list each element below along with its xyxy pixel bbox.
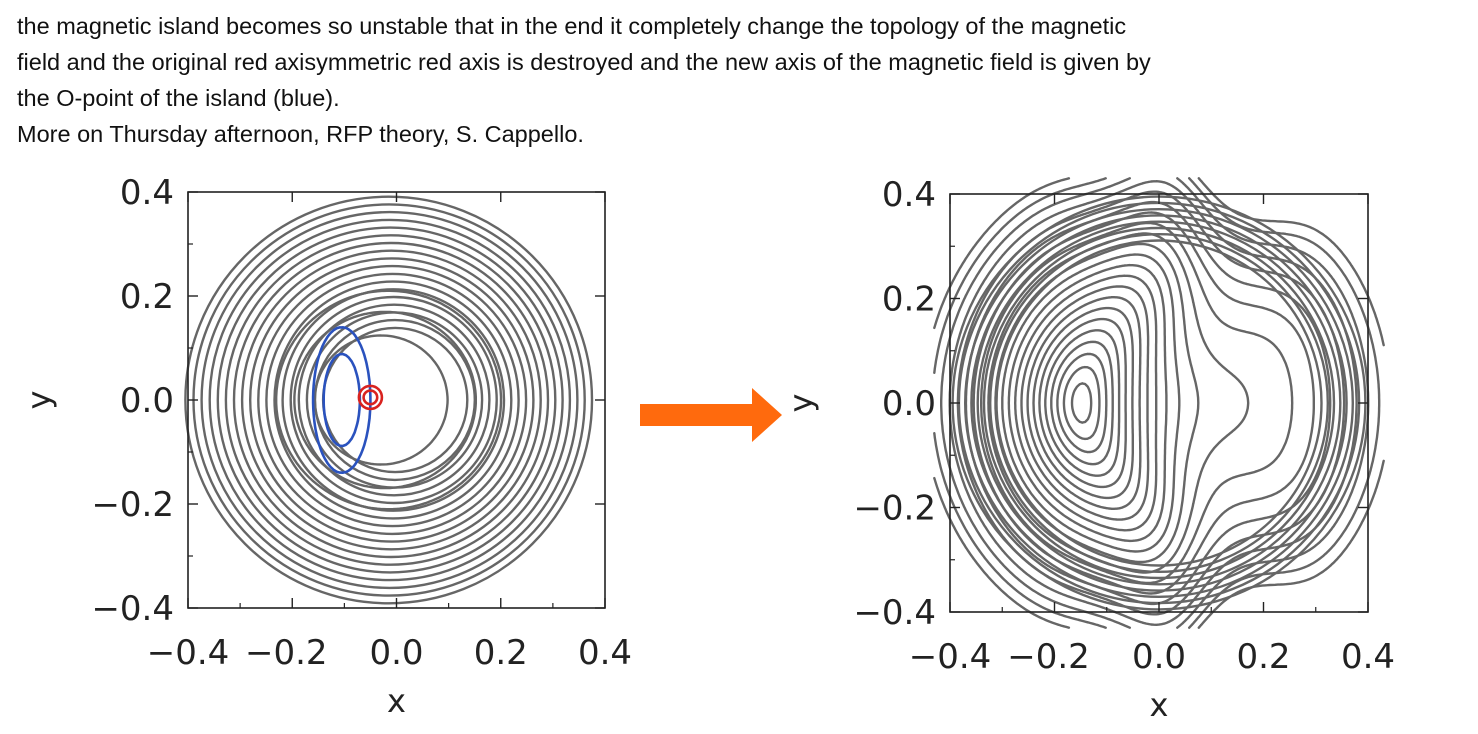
left-y-tick-label-1: 0.2 — [120, 277, 174, 317]
left-flux-surface-11 — [265, 272, 520, 528]
right-flux-surface-21 — [933, 177, 1381, 629]
right-y-tick-label-2: 0.0 — [882, 384, 936, 424]
right-flux-surface-4 — [1050, 340, 1114, 466]
right-outer-surface-7 — [988, 232, 1330, 574]
left-x-tick-label-0: −0.4 — [147, 633, 230, 673]
left-flux-surface-16 — [305, 311, 484, 489]
right-x-tick-label-2: 0.0 — [1132, 637, 1186, 677]
left-flux-surface-18 — [321, 326, 469, 474]
left-x-tick-label-2: 0.0 — [369, 633, 423, 673]
right-outer-surface-4 — [970, 214, 1348, 592]
left-flux-surface-15 — [297, 303, 491, 497]
left-flux-surface-4 — [208, 218, 572, 582]
right-flux-surface-10 — [1014, 274, 1158, 532]
left-flux-surface-8 — [240, 249, 542, 551]
left-y-tick-label-2: 0.0 — [120, 381, 174, 421]
left-flux-surface-5 — [216, 226, 564, 574]
right-flux-surface-2 — [1062, 365, 1101, 441]
right-x-tick-label-1: −0.2 — [1007, 637, 1090, 677]
left-plot-frame — [187, 191, 606, 609]
right-tick-labels: −0.4 −0.2 0.0 0.2 0.4 0.4 0.2 0.0 −0.2 −0.4 x y — [782, 175, 1395, 724]
left-inner-surface-1 — [313, 334, 449, 466]
left-island-contour-1 — [322, 352, 362, 448]
right-y-tick-label-4: −0.4 — [853, 593, 936, 633]
slide-text: the magnetic island becomes so unstable … — [17, 8, 1457, 152]
right-contour-plot: −0.4 −0.2 0.0 0.2 0.4 0.4 0.2 0.0 −0.2 −0.4 x y — [782, 175, 1395, 724]
text-line-1: the magnetic island becomes so unstable … — [17, 13, 1127, 39]
right-flux-surface-22 — [933, 177, 1385, 629]
left-flux-surface-6 — [224, 234, 557, 566]
left-contour-plot: −0.4 −0.2 0.0 0.2 0.4 0.4 0.2 0.0 −0.2 −0.4 x y — [20, 173, 632, 720]
right-outer-surface-3 — [963, 207, 1355, 599]
right-flux-surface-6 — [1038, 317, 1127, 489]
right-y-tick-label-3: −0.2 — [853, 489, 936, 529]
right-y-tick-label-0: 0.4 — [882, 175, 936, 215]
right-outer-surface-6 — [982, 226, 1336, 580]
left-flux-surface-17 — [313, 318, 477, 482]
text-line-4: More on Thursday afternoon, RFP theory, … — [17, 121, 584, 147]
left-y-tick-label-0: 0.4 — [120, 173, 174, 213]
right-outer-surface-8 — [995, 239, 1323, 567]
right-flux-surface-1 — [1070, 382, 1093, 424]
right-flux-surface-20 — [940, 177, 1370, 629]
text-line-2: field and the original red axisymmetric … — [17, 49, 1151, 75]
right-x-tick-label-3: 0.2 — [1236, 637, 1290, 677]
text-line-3: the O-point of the island (blue). — [17, 85, 340, 111]
left-x-tick-label-4: 0.4 — [578, 633, 632, 673]
left-inner-surface-3 — [275, 289, 503, 511]
left-contour-lines — [184, 195, 594, 605]
right-flux-surface-12 — [1001, 253, 1181, 553]
right-outer-surface-5 — [976, 220, 1342, 586]
left-inner-surface-2 — [293, 310, 477, 490]
left-y-tick-label-4: −0.4 — [91, 589, 174, 629]
left-flux-surface-14 — [289, 295, 498, 505]
right-flux-surface-5 — [1044, 329, 1121, 477]
left-x-tick-label-1: −0.2 — [245, 633, 328, 673]
right-flux-surface-3 — [1056, 352, 1108, 454]
right-arrow-icon — [640, 388, 782, 442]
left-flux-surface-13 — [281, 288, 506, 512]
left-flux-surface-9 — [248, 257, 535, 543]
right-x-axis-label: x — [1150, 686, 1169, 724]
left-flux-surface-1 — [184, 195, 594, 605]
right-x-tick-label-4: 0.4 — [1341, 637, 1395, 677]
left-x-tick-label-3: 0.2 — [474, 633, 528, 673]
right-contour-lines — [933, 177, 1385, 629]
right-flux-surface-8 — [1026, 296, 1142, 510]
left-red-axis-outer — [357, 384, 384, 411]
right-flux-surface-11 — [1007, 263, 1168, 543]
left-flux-surface-3 — [200, 210, 579, 590]
right-x-tick-label-0: −0.4 — [909, 637, 992, 677]
left-flux-surface-10 — [257, 264, 528, 536]
left-red-axis-inner — [362, 389, 379, 406]
right-y-axis-label: y — [782, 394, 820, 413]
left-x-axis-label: x — [387, 682, 406, 720]
left-y-tick-label-3: −0.2 — [91, 485, 174, 525]
left-flux-surface-7 — [232, 241, 550, 559]
right-flux-surface-9 — [1020, 285, 1150, 521]
right-flux-surface-7 — [1032, 306, 1134, 500]
right-y-tick-label-1: 0.2 — [882, 280, 936, 320]
left-tick-labels: −0.4 −0.2 0.0 0.2 0.4 0.4 0.2 0.0 −0.2 −0.4 x y — [20, 173, 632, 720]
right-plot-frame — [949, 193, 1369, 613]
left-y-axis-label: y — [20, 391, 58, 410]
left-flux-surface-12 — [273, 280, 513, 520]
